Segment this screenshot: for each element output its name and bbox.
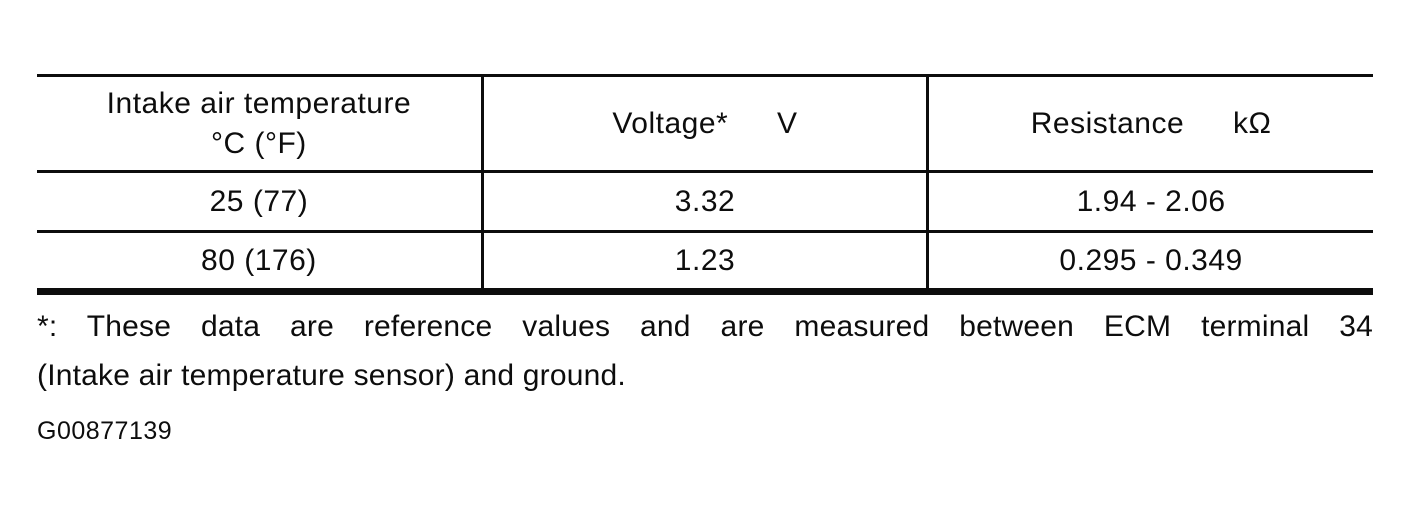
header-resistance: Resistance kΩ: [928, 76, 1373, 172]
header-resistance-label: Resistance: [1030, 106, 1185, 140]
cell-temperature: 25 (77): [209, 184, 309, 218]
footnote-line-2: (Intake air temperature sensor) and grou…: [37, 359, 626, 392]
header-voltage-unit: V: [777, 106, 798, 140]
cell-resistance: 0.295 - 0.349: [1059, 243, 1243, 277]
header-intake-air-temperature-label: Intake air temperature: [106, 86, 412, 120]
header-voltage-label: Voltage*: [612, 106, 729, 140]
cell-voltage: 3.32: [480, 171, 930, 232]
table-header-row: Intake air temperature °C (°F) Voltage* …: [37, 75, 1373, 172]
document-content: Intake air temperature °C (°F) Voltage* …: [37, 74, 1373, 445]
table-body: 25 (77) 3.32 1.94 - 2.06 80 (176) 1.23 0…: [37, 171, 1373, 292]
cell-temperature: 80 (176): [201, 243, 317, 277]
header-voltage: Voltage* V: [480, 75, 930, 172]
footnote-line-1: *: These data are reference values and a…: [37, 310, 1373, 343]
cell-resistance: 1.94 - 2.06: [1076, 184, 1226, 218]
reference-value-table: Intake air temperature °C (°F) Voltage* …: [37, 74, 1373, 295]
header-intake-air-temperature-unit: °C (°F): [211, 126, 307, 160]
table-row: 25 (77) 3.32 1.94 - 2.06: [37, 171, 1373, 232]
figure-code: G00877139: [37, 417, 173, 445]
cell-voltage: 1.23: [480, 231, 930, 292]
table-header: Intake air temperature °C (°F) Voltage* …: [37, 75, 1373, 172]
header-resistance-unit: kΩ: [1232, 106, 1272, 140]
footnote: *: These data are reference values and a…: [37, 302, 1373, 400]
header-intake-air-temperature: Intake air temperature °C (°F): [37, 76, 482, 172]
table-row: 80 (176) 1.23 0.295 - 0.349: [37, 231, 1373, 292]
